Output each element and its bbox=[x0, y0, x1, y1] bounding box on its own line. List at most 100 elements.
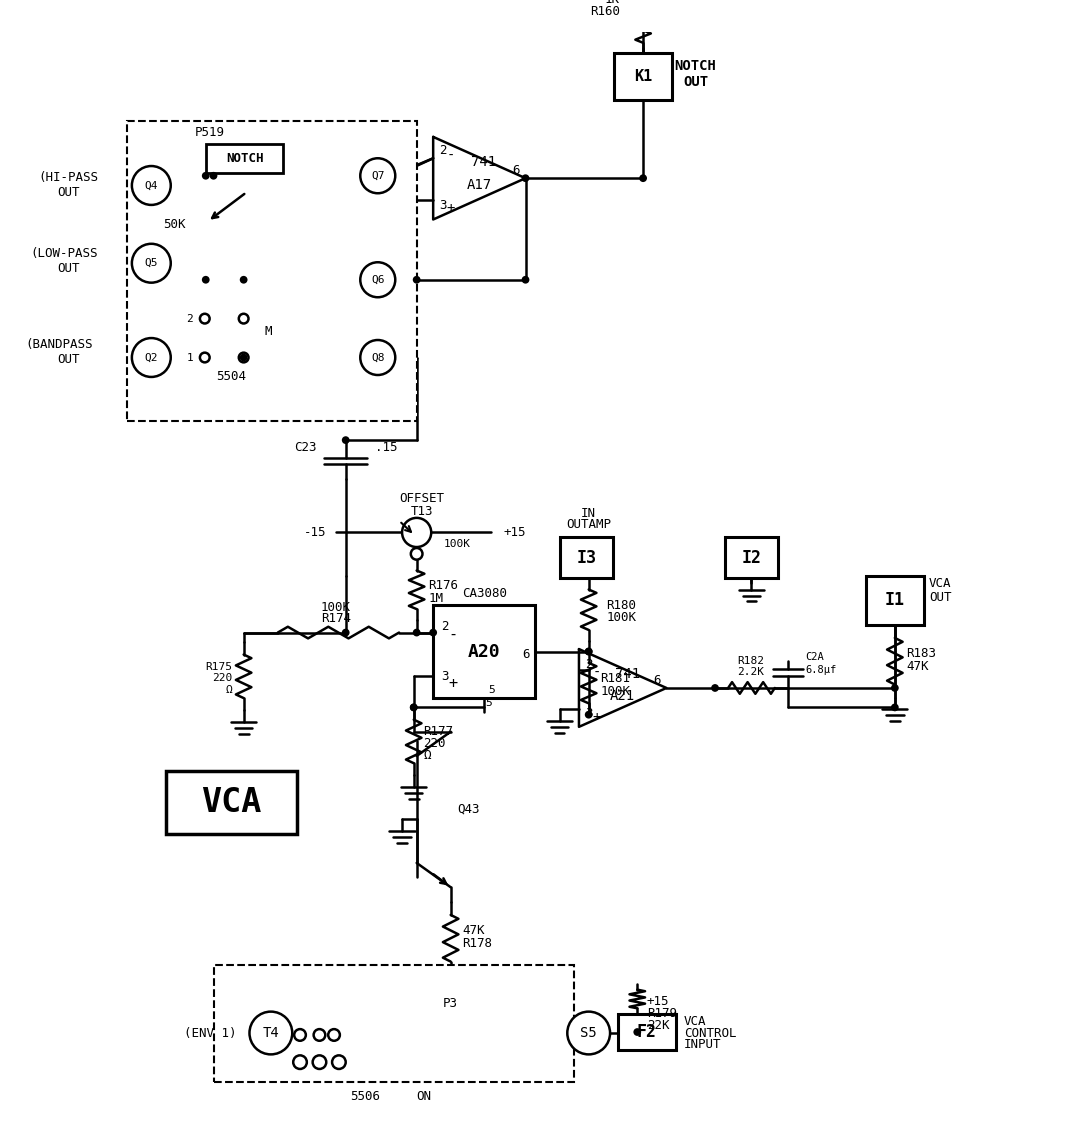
Circle shape bbox=[361, 158, 395, 193]
Text: 100K: 100K bbox=[444, 539, 471, 549]
Text: VCA: VCA bbox=[929, 578, 951, 590]
Circle shape bbox=[239, 314, 249, 324]
Circle shape bbox=[131, 166, 171, 205]
Bar bbox=[215, 965, 574, 1081]
Circle shape bbox=[640, 174, 647, 182]
Text: +: + bbox=[592, 711, 601, 724]
Text: VCA: VCA bbox=[684, 1015, 706, 1028]
Circle shape bbox=[409, 704, 418, 712]
Text: CA3080: CA3080 bbox=[462, 587, 507, 600]
Circle shape bbox=[342, 629, 350, 637]
Text: Q43: Q43 bbox=[457, 803, 480, 816]
Text: 22K: 22K bbox=[647, 1019, 669, 1031]
Text: OUT: OUT bbox=[58, 185, 80, 199]
Text: +: + bbox=[449, 675, 457, 690]
Text: -: - bbox=[449, 626, 457, 642]
Circle shape bbox=[131, 243, 171, 283]
Text: 741: 741 bbox=[471, 155, 496, 168]
Text: A20: A20 bbox=[468, 642, 501, 661]
Circle shape bbox=[342, 437, 350, 445]
Circle shape bbox=[239, 352, 249, 363]
Text: R179: R179 bbox=[647, 1007, 677, 1020]
Text: 5: 5 bbox=[485, 697, 492, 707]
Bar bbox=[559, 538, 613, 578]
Text: 2: 2 bbox=[441, 621, 449, 633]
Text: Q2: Q2 bbox=[144, 352, 159, 363]
Text: F2: F2 bbox=[637, 1023, 657, 1041]
Text: NOTCH: NOTCH bbox=[674, 59, 717, 73]
Circle shape bbox=[584, 648, 593, 655]
Text: OFFSET: OFFSET bbox=[399, 492, 444, 505]
Text: +15: +15 bbox=[647, 995, 669, 1009]
Circle shape bbox=[332, 1055, 345, 1069]
Text: T4: T4 bbox=[263, 1026, 279, 1040]
Text: 100K: 100K bbox=[606, 612, 636, 624]
Text: 2: 2 bbox=[585, 658, 593, 671]
Circle shape bbox=[711, 684, 719, 691]
Text: 47K: 47K bbox=[907, 661, 929, 673]
Text: I1: I1 bbox=[885, 591, 905, 609]
Bar bbox=[618, 1013, 677, 1051]
Circle shape bbox=[413, 276, 420, 283]
Circle shape bbox=[361, 340, 395, 375]
Text: 741: 741 bbox=[615, 667, 640, 681]
Circle shape bbox=[521, 174, 529, 182]
Circle shape bbox=[293, 1055, 307, 1069]
Text: Q7: Q7 bbox=[371, 171, 384, 181]
Circle shape bbox=[431, 985, 470, 1023]
Circle shape bbox=[891, 684, 899, 691]
Circle shape bbox=[429, 629, 437, 637]
Bar bbox=[166, 771, 298, 833]
Circle shape bbox=[567, 1012, 610, 1054]
Text: A17: A17 bbox=[467, 177, 492, 192]
Text: 5: 5 bbox=[489, 684, 495, 695]
Text: A21: A21 bbox=[610, 689, 635, 703]
Circle shape bbox=[411, 548, 422, 559]
Text: (BANDPASS: (BANDPASS bbox=[25, 339, 92, 351]
Circle shape bbox=[250, 1012, 292, 1054]
Text: R178: R178 bbox=[463, 937, 492, 951]
Text: P3: P3 bbox=[443, 997, 458, 1011]
Text: +15: +15 bbox=[503, 526, 526, 539]
Text: 220: 220 bbox=[424, 737, 446, 750]
Text: 6: 6 bbox=[521, 648, 529, 661]
Text: Q6: Q6 bbox=[371, 275, 384, 284]
Bar bbox=[433, 605, 535, 698]
Text: (HI-PASS: (HI-PASS bbox=[39, 172, 99, 184]
Circle shape bbox=[210, 172, 217, 180]
Text: Q4: Q4 bbox=[144, 181, 159, 191]
Text: ON: ON bbox=[416, 1089, 431, 1103]
Text: IN: IN bbox=[581, 506, 596, 520]
Text: R174: R174 bbox=[321, 613, 351, 625]
Text: R183: R183 bbox=[907, 647, 936, 661]
Circle shape bbox=[294, 1029, 306, 1040]
Text: 2.2K: 2.2K bbox=[737, 667, 765, 678]
Text: Ω: Ω bbox=[225, 684, 232, 695]
Text: C23: C23 bbox=[294, 441, 316, 455]
Circle shape bbox=[328, 1029, 340, 1040]
Text: -15: -15 bbox=[304, 526, 326, 539]
Text: 3: 3 bbox=[585, 707, 593, 720]
Text: M: M bbox=[264, 325, 272, 338]
Circle shape bbox=[584, 648, 593, 655]
Text: INPUT: INPUT bbox=[684, 1038, 721, 1052]
Text: OUT: OUT bbox=[683, 75, 708, 90]
Circle shape bbox=[240, 276, 248, 283]
Text: VCA: VCA bbox=[201, 786, 262, 819]
Text: 5504: 5504 bbox=[216, 371, 247, 383]
Circle shape bbox=[202, 276, 210, 283]
Text: 220: 220 bbox=[212, 673, 232, 683]
Text: T13: T13 bbox=[411, 505, 432, 517]
Text: 47K: 47K bbox=[463, 924, 484, 937]
Circle shape bbox=[521, 276, 529, 283]
Circle shape bbox=[313, 1055, 326, 1069]
Circle shape bbox=[361, 263, 395, 297]
Text: 6.8μf: 6.8μf bbox=[806, 665, 836, 675]
Text: K1: K1 bbox=[634, 69, 653, 84]
Text: (LOW-PASS: (LOW-PASS bbox=[30, 247, 98, 260]
Text: R176: R176 bbox=[428, 580, 458, 592]
Text: I3: I3 bbox=[577, 549, 596, 566]
Text: OUT: OUT bbox=[58, 262, 80, 275]
Circle shape bbox=[200, 314, 210, 324]
Text: 100K: 100K bbox=[321, 600, 351, 614]
